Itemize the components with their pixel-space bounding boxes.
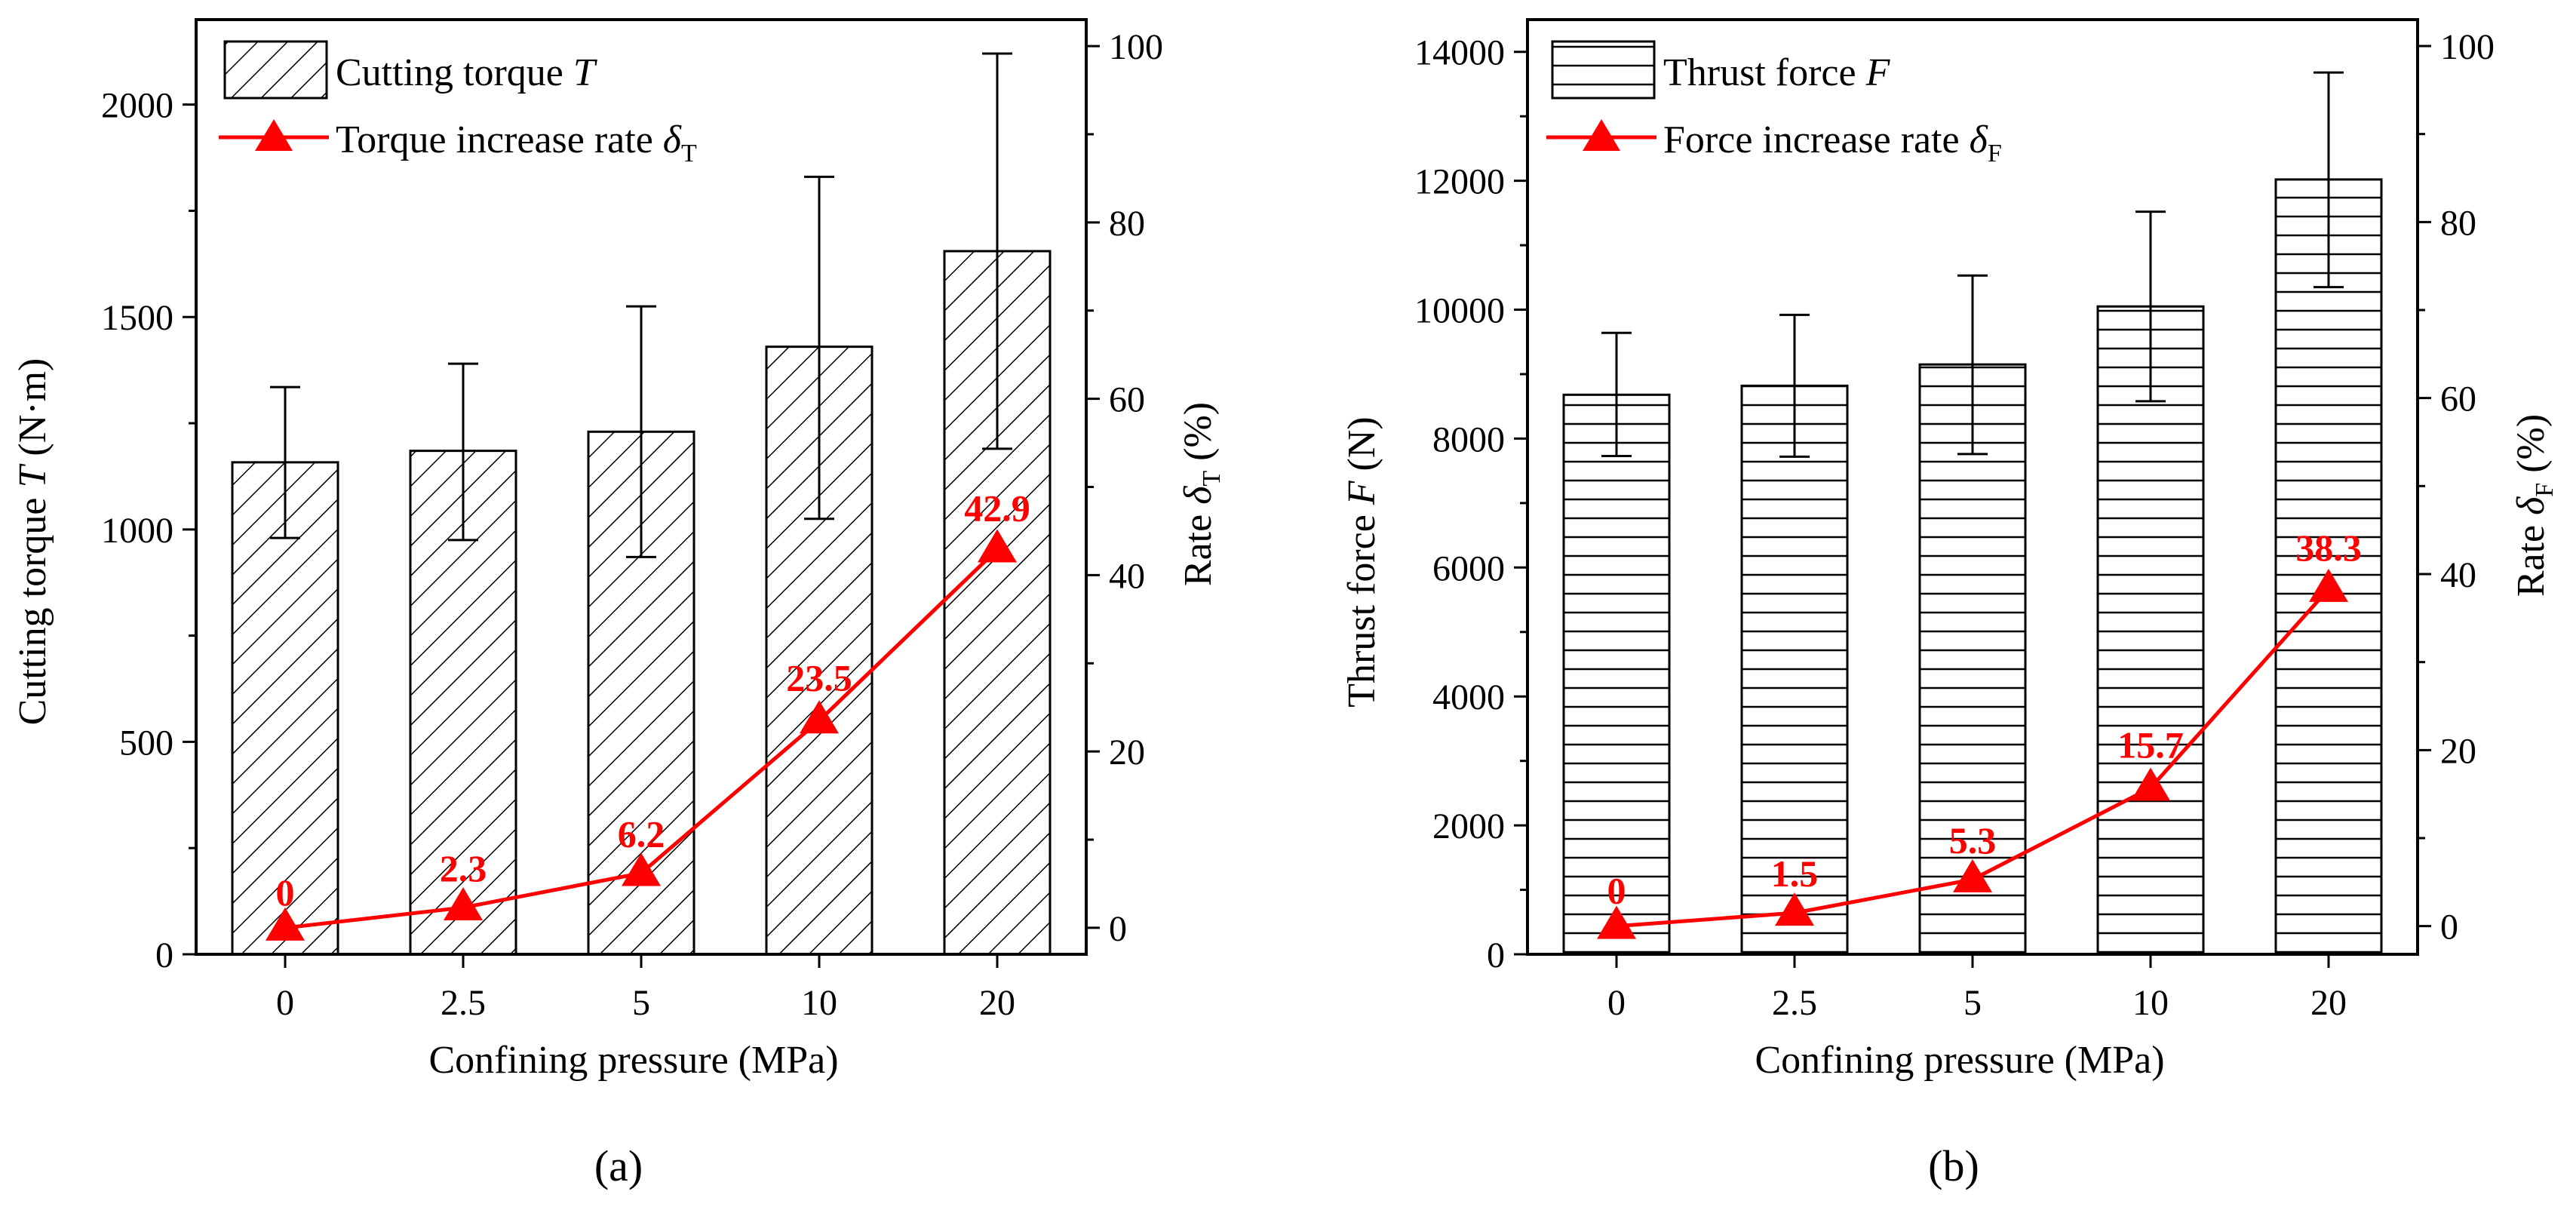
rate-data-label-3: 23.5 xyxy=(786,656,852,699)
y-right-tick-label-3: 60 xyxy=(1109,380,1145,420)
rate-data-label-1: 2.3 xyxy=(440,847,487,889)
chart-panel-b: 0 1.55.315.738.3 020004000600080001000012… xyxy=(1340,18,2559,1190)
rate-marker-1 xyxy=(444,887,483,921)
x-tick-label-2: 5 xyxy=(632,983,650,1023)
x-tick-label-0: 0 xyxy=(276,983,294,1023)
error-bars xyxy=(270,52,1012,558)
rate-marker-0 xyxy=(266,907,305,941)
y-left-tick-label-1: 2000 xyxy=(1432,806,1505,846)
x-tick-label-3: 10 xyxy=(801,983,837,1023)
rate-marker-2 xyxy=(1953,858,1992,892)
legend-triangle-marker xyxy=(1583,119,1620,151)
rate-data-label-2: 6.2 xyxy=(618,812,665,855)
legend-bar-swatch xyxy=(223,40,328,100)
legend: Cutting torque T Torque increase rate δT xyxy=(219,40,697,167)
rate-data-labels: 0 2.3 6.2 23.5 42.9 xyxy=(276,487,1030,913)
y-axis-left-label: Cutting torque T (N·m) xyxy=(11,358,54,726)
rate-markers xyxy=(1597,568,2348,939)
rate-marker-4 xyxy=(2309,568,2348,602)
y-left-tick-label-2: 4000 xyxy=(1432,677,1505,717)
rate-data-label-1: 1.5 xyxy=(1771,852,1819,895)
rate-data-labels: 0 1.5 5.3 15.7 38.3 xyxy=(1607,527,2362,912)
legend-triangle-marker xyxy=(255,119,293,151)
bar-0 xyxy=(1562,393,1671,956)
bar-3 xyxy=(2096,305,2205,956)
x-tick-label-1: 2.5 xyxy=(441,983,486,1023)
y-left-tick-label-2: 1000 xyxy=(101,511,173,551)
rate-data-label-4: 42.9 xyxy=(964,487,1030,529)
y-left-tick-label-3: 1500 xyxy=(101,298,173,338)
rate-marker-3 xyxy=(800,700,839,734)
rate-marker-0 xyxy=(1597,905,1636,939)
legend: Thrust force F Force increase rate δF xyxy=(1546,40,2002,167)
legend-line-label: Torque increase rate δT xyxy=(336,118,697,167)
y-right-tick-label-2: 40 xyxy=(1109,556,1145,596)
rate-marker-1 xyxy=(1775,892,1814,926)
y-left-tick-label-0: 0 xyxy=(155,935,173,975)
x-tick-label-3: 10 xyxy=(2132,983,2169,1023)
x-tick-label-1: 2.5 xyxy=(1772,983,1817,1023)
x-tick-label-2: 5 xyxy=(1963,983,1982,1023)
y-right-tick-label-5: 100 xyxy=(2440,27,2495,67)
rate-marker-3 xyxy=(2131,767,2170,801)
rate-data-label-0: 0 xyxy=(1607,870,1626,912)
chart-panel-a: 02.36.223.542.9 050010001500200002040608… xyxy=(11,18,1226,1190)
rate-markers xyxy=(266,529,1017,941)
y-right-tick-label-3: 60 xyxy=(2440,379,2476,419)
rate-marker-2 xyxy=(622,852,661,886)
panel-label: (b) xyxy=(1928,1141,1979,1190)
y-left-tick-label-7: 14000 xyxy=(1414,33,1505,73)
axes: 0200040006000800010000120001400002040608… xyxy=(1414,18,2495,1023)
rate-data-label-3: 15.7 xyxy=(2117,724,2184,766)
y-axis-left-label: Thrust force F (N) xyxy=(1340,416,1383,708)
y-right-tick-label-5: 100 xyxy=(1109,27,1163,67)
y-right-tick-label-4: 80 xyxy=(1109,204,1145,244)
y-right-tick-label-1: 20 xyxy=(2440,731,2476,771)
y-left-tick-label-4: 2000 xyxy=(101,86,173,126)
y-left-tick-label-3: 6000 xyxy=(1432,548,1505,588)
legend-bar-label: Cutting torque T xyxy=(336,51,597,94)
x-axis-label: Confining pressure (MPa) xyxy=(428,1039,838,1082)
bar-0 xyxy=(231,461,339,956)
rate-marker-4 xyxy=(978,529,1017,563)
y-right-tick-label-1: 20 xyxy=(1109,732,1145,772)
bar-4 xyxy=(2274,178,2383,956)
error-bars xyxy=(1601,71,2344,458)
legend-bar-label: Thrust force F xyxy=(1663,51,1891,94)
y-axis-right-label: Rate δT (%) xyxy=(1177,402,1226,586)
y-right-tick-label-4: 80 xyxy=(2440,203,2476,243)
bar-1 xyxy=(1740,384,1849,956)
legend-line-label: Force increase rate δF xyxy=(1663,118,2002,167)
y-left-tick-label-1: 500 xyxy=(119,723,173,763)
rate-data-label-2: 5.3 xyxy=(1949,819,1997,861)
bars xyxy=(1562,178,2383,956)
x-tick-label-4: 20 xyxy=(979,983,1015,1023)
panel-label: (a) xyxy=(594,1141,643,1190)
x-tick-label-0: 0 xyxy=(1607,983,1626,1023)
y-left-tick-label-0: 0 xyxy=(1487,935,1505,975)
y-axis-right-label: Rate δF (%) xyxy=(2510,414,2559,597)
y-right-tick-label-0: 0 xyxy=(1109,909,1127,949)
x-tick-label-4: 20 xyxy=(2310,983,2347,1023)
y-left-tick-label-5: 10000 xyxy=(1414,291,1505,331)
rate-data-label-4: 38.3 xyxy=(2295,527,2362,569)
rate-data-label-0: 0 xyxy=(276,871,295,914)
y-right-tick-label-2: 40 xyxy=(2440,555,2476,595)
y-left-tick-label-4: 8000 xyxy=(1432,419,1505,459)
y-right-tick-label-0: 0 xyxy=(2440,908,2458,947)
y-left-tick-label-6: 12000 xyxy=(1414,162,1505,202)
legend-bar-swatch xyxy=(1551,40,1656,100)
x-axis-label: Confining pressure (MPa) xyxy=(1755,1039,2164,1082)
